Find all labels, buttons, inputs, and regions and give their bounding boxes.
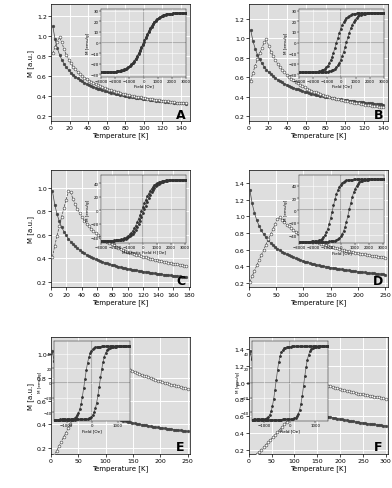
Text: B: B — [374, 108, 383, 122]
Y-axis label: M [a.u.]: M [a.u.] — [27, 382, 34, 409]
X-axis label: Temperature [K]: Temperature [K] — [290, 132, 347, 139]
X-axis label: Temperature [K]: Temperature [K] — [290, 465, 347, 471]
X-axis label: Temperature [K]: Temperature [K] — [93, 132, 149, 139]
Text: C: C — [176, 274, 185, 287]
Y-axis label: M [a.u.]: M [a.u.] — [27, 50, 34, 77]
Text: F: F — [374, 440, 383, 453]
Y-axis label: M [a.u.]: M [a.u.] — [27, 216, 34, 243]
Text: D: D — [373, 274, 383, 287]
X-axis label: Temperature [K]: Temperature [K] — [290, 298, 347, 305]
X-axis label: Temperature [K]: Temperature [K] — [93, 298, 149, 305]
Text: A: A — [176, 108, 185, 122]
X-axis label: Temperature [K]: Temperature [K] — [93, 465, 149, 471]
Text: E: E — [176, 440, 185, 453]
